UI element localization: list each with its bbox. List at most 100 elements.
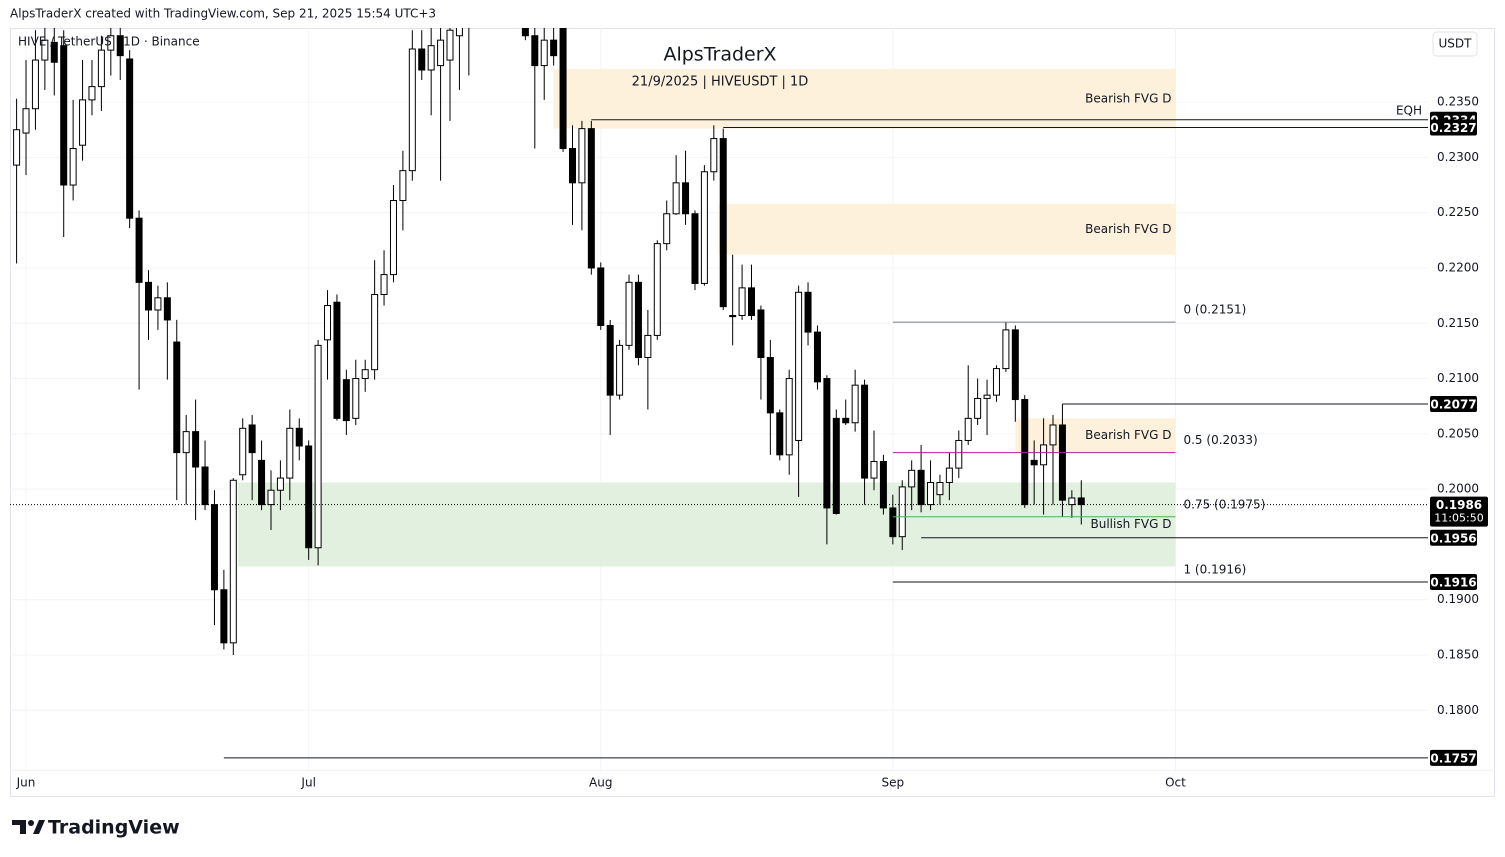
price-label: 0.2077 xyxy=(1430,397,1476,411)
fvg-zone xyxy=(718,203,1176,255)
candle-body xyxy=(145,281,153,311)
candle-body xyxy=(983,394,991,399)
current-price: 0.1986 xyxy=(1436,498,1482,512)
candle-body xyxy=(513,0,519,3)
level-label: EQH xyxy=(1396,103,1422,117)
candle-body xyxy=(540,39,548,67)
candles xyxy=(13,0,1085,655)
candle-body xyxy=(889,507,897,538)
y-tick-label: 0.1900 xyxy=(1437,592,1479,606)
candle-body xyxy=(710,138,718,173)
price-label-box xyxy=(1430,119,1477,136)
fib-label: 1 (0.1916) xyxy=(1183,563,1246,577)
y-tick-label: 0.1800 xyxy=(1437,703,1479,717)
candle-body xyxy=(220,589,228,644)
zones xyxy=(238,68,1176,567)
candle-body xyxy=(267,489,275,506)
candle-body xyxy=(795,291,803,441)
candle-body xyxy=(1068,497,1076,506)
candle-body xyxy=(371,294,379,371)
candle-body xyxy=(663,213,671,245)
price-label: 0.1956 xyxy=(1430,531,1476,545)
candle-body xyxy=(380,274,388,296)
candle-body xyxy=(173,341,181,454)
x-tick-label: Jun xyxy=(16,776,36,790)
candle-body xyxy=(69,148,77,186)
candle-body xyxy=(22,108,30,134)
candle-body xyxy=(41,39,49,61)
candle-body xyxy=(1077,497,1085,506)
candle-body xyxy=(79,99,87,146)
candle-body xyxy=(719,138,727,308)
candle-body xyxy=(550,39,558,57)
candle-body xyxy=(945,467,953,483)
brand: TradingView xyxy=(48,817,180,839)
x-tick-label: Oct xyxy=(1165,776,1186,790)
candle-body xyxy=(776,412,784,456)
candle-body xyxy=(644,334,652,359)
candle-body xyxy=(154,297,162,311)
y-tick-label: 0.2150 xyxy=(1437,316,1479,330)
zone-label: Bullish FVG D xyxy=(1091,517,1172,531)
fvg-zone xyxy=(553,68,1176,129)
currency-box[interactable] xyxy=(1432,31,1478,57)
candle-body xyxy=(248,424,256,454)
candle-body xyxy=(201,466,209,506)
candle-body xyxy=(258,459,266,506)
candle-body xyxy=(408,48,416,172)
candle-body xyxy=(898,486,906,538)
candle-body xyxy=(691,213,699,284)
candle-body xyxy=(672,182,680,215)
logo-mark xyxy=(12,820,26,834)
candle-body xyxy=(437,39,445,67)
candle-body xyxy=(851,384,859,424)
candle-body xyxy=(927,481,935,506)
candle-body xyxy=(455,28,463,37)
candle-body xyxy=(757,309,765,359)
candle-body xyxy=(634,281,642,359)
candle-body xyxy=(578,128,586,184)
zone-label: Bearish FVG D xyxy=(1085,91,1171,105)
symbol: HIVE / TetherUS · 1D · Binance xyxy=(18,35,200,49)
candle-body xyxy=(229,479,237,644)
candle-body xyxy=(135,217,143,283)
candle-body xyxy=(295,427,303,447)
fib-label: 0.5 (0.2033) xyxy=(1183,433,1257,447)
candle-body xyxy=(568,148,576,184)
candle-body xyxy=(116,35,124,57)
currency[interactable]: USDT xyxy=(1439,37,1473,51)
candle-body xyxy=(276,477,284,491)
zone-label: Bearish FVG D xyxy=(1085,222,1171,236)
candle-body xyxy=(31,59,39,110)
brand-logo xyxy=(12,820,45,834)
candle-body xyxy=(813,331,821,383)
candle-body xyxy=(466,0,472,14)
candle-body xyxy=(361,369,369,380)
candle-body xyxy=(832,417,840,514)
x-tick-label: Sep xyxy=(882,776,905,790)
candle-body xyxy=(917,469,925,506)
candle-body xyxy=(587,128,595,269)
candle-body xyxy=(974,397,982,419)
candle-body xyxy=(682,182,690,215)
candle-body xyxy=(804,291,812,333)
price-label-box xyxy=(1430,529,1477,546)
x-tick-label: Jul xyxy=(300,776,315,790)
y-tick-label: 0.2300 xyxy=(1437,150,1479,164)
candle-body xyxy=(342,379,350,422)
candle-body xyxy=(964,417,972,441)
candle-body xyxy=(107,35,115,51)
candle-body xyxy=(50,41,58,63)
candle-body xyxy=(606,324,614,396)
candle-body xyxy=(908,469,916,488)
candle-body xyxy=(352,378,360,419)
candle-body xyxy=(13,129,21,166)
candle-body xyxy=(446,29,454,61)
candle-body xyxy=(559,28,567,150)
candle-body xyxy=(389,200,397,276)
candle-body xyxy=(97,49,105,88)
candle-body xyxy=(324,305,332,341)
candle-body xyxy=(1021,399,1029,506)
candle-body xyxy=(748,287,756,317)
